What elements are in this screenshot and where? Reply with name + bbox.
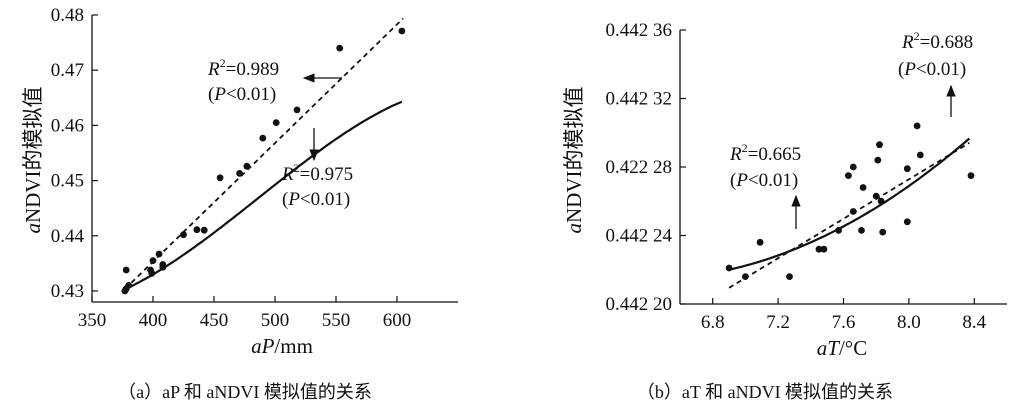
y-tick-label: 0.46 xyxy=(51,115,84,136)
y-tick-label: 0.47 xyxy=(51,60,84,81)
x-tick-label: 500 xyxy=(261,310,290,331)
svg-text:R2=0.975: R2=0.975 xyxy=(281,161,353,185)
data-point xyxy=(859,184,867,191)
x-tick-label: 7.2 xyxy=(766,312,790,333)
data-point xyxy=(913,122,921,130)
svg-text:R2=0.665: R2=0.665 xyxy=(729,141,801,165)
x-tick-label: 8.0 xyxy=(897,312,921,333)
fit-curve-solid xyxy=(728,137,971,271)
y-tick-label: 0.45 xyxy=(51,171,84,192)
svg-text:R2=0.989: R2=0.989 xyxy=(207,56,279,80)
panel-a: 0.43 0.44 0.45 0.46 0.47 0.48 350 400 450 500 550… xyxy=(21,5,458,402)
y-tick-label: 0.422 28 xyxy=(606,157,673,178)
panel-b-x-ticks: 6.8 7.2 7.6 8.0 8.4 xyxy=(701,298,987,333)
svg-text:R2=0.688: R2=0.688 xyxy=(901,29,973,53)
data-point xyxy=(874,156,882,164)
y-tick-label: 0.442 20 xyxy=(606,294,673,315)
data-point xyxy=(849,163,857,171)
panel-b-x-axis-label: aT/°C xyxy=(817,336,867,360)
data-point xyxy=(967,172,975,180)
data-point xyxy=(725,264,733,272)
data-point xyxy=(148,269,156,277)
data-point xyxy=(858,227,865,234)
data-point xyxy=(155,250,163,258)
panel-b: 0.442 20 0.442 24 0.422 28 0.442 32 0.442 36… xyxy=(562,20,1007,402)
x-tick-label: 350 xyxy=(78,310,107,331)
fit-line-dashed xyxy=(124,17,404,290)
y-tick-label: 0.48 xyxy=(51,5,84,26)
data-point xyxy=(243,162,251,170)
panel-a-x-ticks: 350 400 450 500 550 600 xyxy=(78,296,412,331)
panel-b-caption: （b）aT 和 aNDVI 模拟值的关系 xyxy=(637,382,893,402)
data-point xyxy=(200,226,208,234)
x-tick-label: 8.4 xyxy=(962,312,986,333)
x-tick-label: 7.6 xyxy=(832,312,856,333)
panel-b-points xyxy=(725,122,975,280)
data-point xyxy=(180,231,187,239)
panel-b-y-ticks: 0.442 20 0.442 24 0.422 28 0.442 32 0.442 36 xyxy=(606,20,686,315)
svg-text:(P<0.01): (P<0.01) xyxy=(208,84,276,105)
data-point xyxy=(845,172,852,180)
data-point xyxy=(122,266,130,274)
data-point xyxy=(820,245,828,253)
data-point xyxy=(879,228,887,236)
data-point xyxy=(815,245,823,253)
data-point xyxy=(125,282,132,289)
data-point xyxy=(835,227,842,234)
x-tick-label: 6.8 xyxy=(701,312,725,333)
panel-a-fit-lines xyxy=(124,17,404,291)
svg-text:(P<0.01): (P<0.01) xyxy=(898,59,966,80)
panel-a-caption: （a）aP 和 aNDVI 模拟值的关系 xyxy=(118,382,372,402)
panel-a-y-axis-label: aNDVI的模拟值 xyxy=(21,87,45,234)
panel-b-annotation-fit2: R2=0.688 (P<0.01) xyxy=(898,29,973,117)
y-tick-label: 0.43 xyxy=(51,281,84,302)
data-point xyxy=(756,238,764,246)
data-point xyxy=(149,257,157,264)
panel-b-y-axis-label: aNDVI的模拟值 xyxy=(562,87,586,234)
panel-a-points xyxy=(121,27,406,295)
data-point xyxy=(293,106,301,114)
fit-line-dashed xyxy=(728,142,970,289)
fit-curve-solid xyxy=(124,100,403,291)
data-point xyxy=(398,27,406,35)
panel-b-annotation-fit1: R2=0.665 (P<0.01) xyxy=(729,141,801,229)
data-point xyxy=(272,119,280,126)
svg-text:(P<0.01): (P<0.01) xyxy=(730,170,798,191)
y-tick-label: 0.442 32 xyxy=(606,89,673,110)
data-point xyxy=(877,197,885,205)
panel-a-annotation-fit2: R2=0.975 (P<0.01) xyxy=(281,128,353,210)
data-point xyxy=(259,134,267,142)
y-tick-label: 0.442 24 xyxy=(606,226,673,247)
data-point xyxy=(336,44,344,52)
data-point xyxy=(872,192,880,200)
panel-a-y-ticks: 0.43 0.44 0.45 0.46 0.47 0.48 xyxy=(51,5,98,302)
data-point xyxy=(786,273,793,280)
panel-a-x-axis-label: aP/mm xyxy=(251,334,313,358)
data-point xyxy=(159,263,167,271)
data-point xyxy=(236,170,244,177)
data-point xyxy=(193,226,201,234)
y-tick-label: 0.44 xyxy=(51,226,85,247)
x-tick-label: 450 xyxy=(200,310,229,331)
y-tick-label: 0.442 36 xyxy=(606,20,673,41)
data-point xyxy=(216,174,224,182)
data-point xyxy=(903,165,911,173)
data-point xyxy=(876,141,883,149)
data-point xyxy=(903,218,911,226)
svg-text:(P<0.01): (P<0.01) xyxy=(282,189,350,210)
data-point xyxy=(742,273,749,280)
x-tick-label: 400 xyxy=(139,310,168,331)
x-tick-label: 550 xyxy=(322,310,351,331)
panel-b-fit-lines xyxy=(728,137,971,289)
data-point xyxy=(916,151,924,159)
data-point xyxy=(849,208,857,215)
panel-a-annotation-fit1: R2=0.989 (P<0.01) xyxy=(207,56,342,105)
x-tick-label: 600 xyxy=(383,310,412,331)
